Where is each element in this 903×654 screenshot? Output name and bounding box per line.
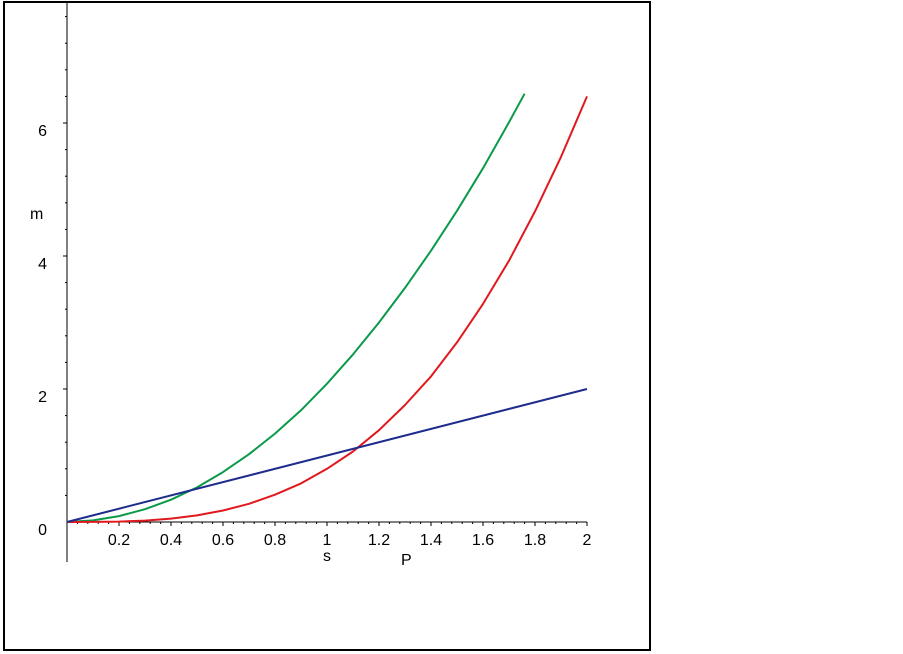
plot-frame	[3, 1, 651, 651]
labels-layer: m s P	[30, 206, 412, 569]
x-tick-label: 0.6	[212, 532, 234, 549]
x-tick-label: 1	[323, 532, 332, 549]
series-line-2	[66, 96, 588, 523]
series-line-3	[66, 388, 588, 523]
x-tick-label: 1.2	[368, 532, 390, 549]
y-tick-label: 6	[38, 123, 47, 140]
series-line-1	[66, 93, 526, 523]
series-layer	[66, 93, 588, 523]
x-axis-label: s	[323, 548, 331, 565]
y-tick-label: 4	[38, 256, 47, 273]
x-tick-label: 0.2	[108, 532, 130, 549]
x-tick-label: 2	[583, 532, 592, 549]
y-tick-label: 2	[38, 389, 47, 406]
x-tick-label: 1.6	[472, 532, 494, 549]
x-tick-label: 0.8	[264, 532, 286, 549]
x-tick-label: 0.4	[160, 532, 182, 549]
y-axis-label: m	[30, 206, 43, 223]
y-tick-label: 0	[38, 522, 47, 539]
point-label-p: P	[401, 552, 412, 569]
x-tick-label: 1.4	[420, 532, 442, 549]
x-tick-label: 1.8	[524, 532, 546, 549]
axes: 0.2 0.4 0.6 0.8 1 1.2 1.4 1.6 1.8 2 0 2 4 6	[38, 3, 592, 562]
